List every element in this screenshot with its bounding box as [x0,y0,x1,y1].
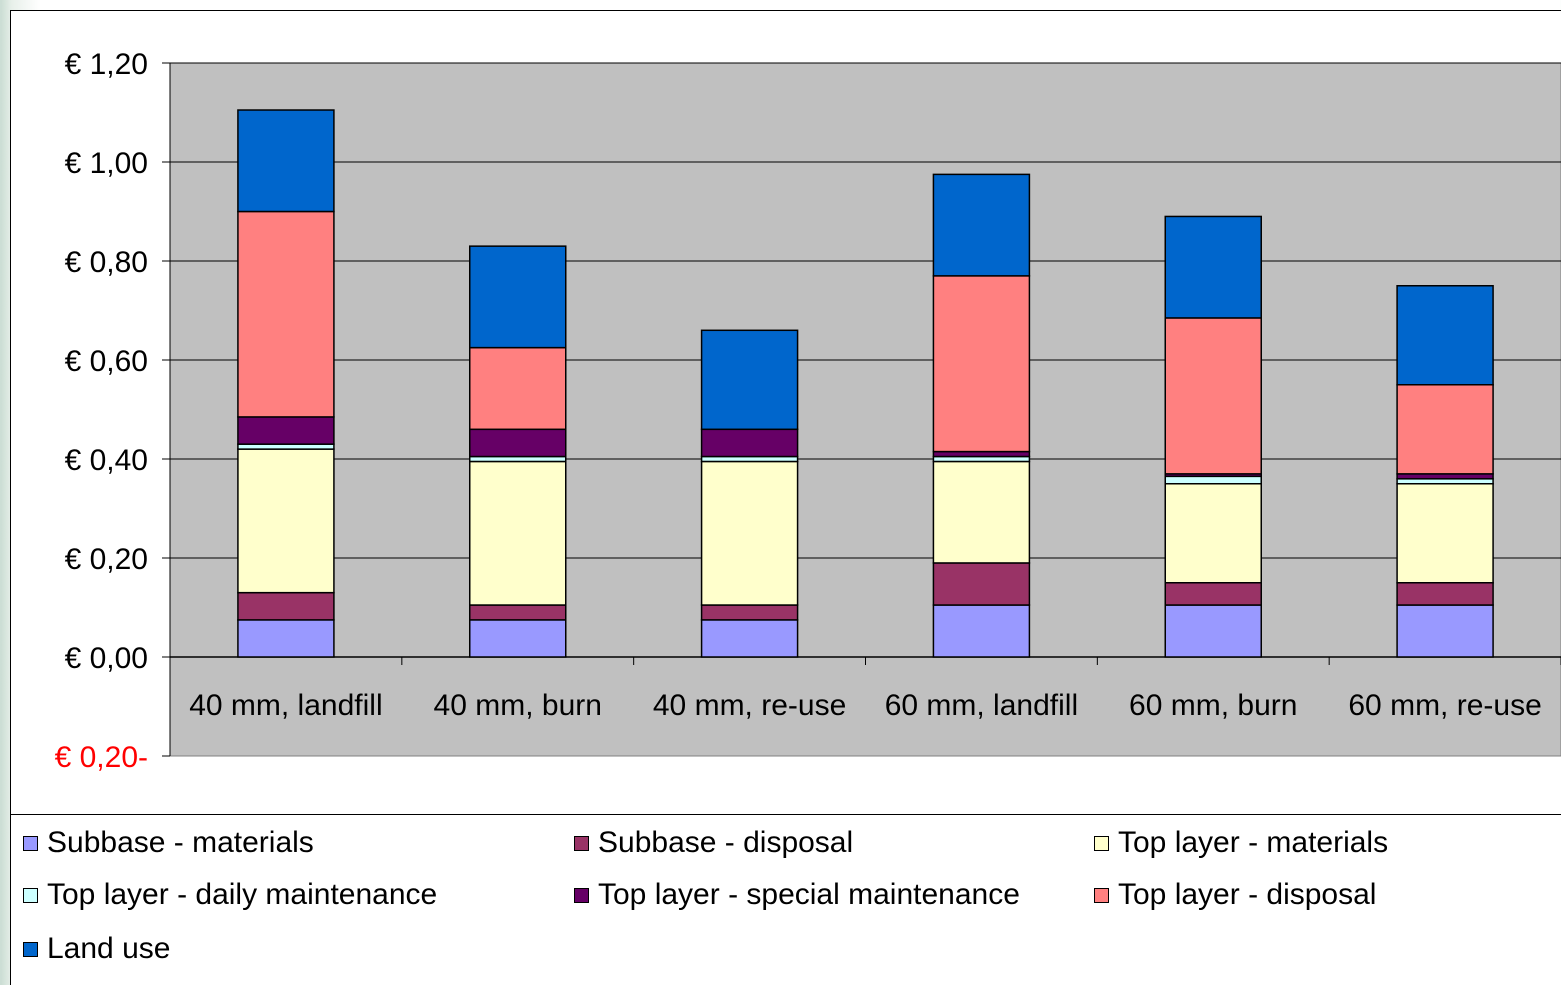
x-tick-label: 60 mm, burn [1129,689,1297,722]
bar-segment [1164,317,1262,475]
bar-segment [1396,483,1494,584]
legend-item-top-layer-disposal: Top layer - disposal [1094,878,1376,912]
bar-segment [237,210,335,418]
bar-segment [700,619,799,658]
bar-segment [237,109,335,213]
legend-item-top-layer-materials: Top layer - materials [1094,826,1388,860]
y-tick-label: € 0,60 [65,345,148,378]
bar-segment [1164,483,1262,584]
bar-segment [237,591,335,621]
bar-segment [237,416,335,445]
y-tick-label: € 0,80 [65,246,148,279]
bar-segment [1164,582,1262,606]
y-tick-label-negative: € 0,20- [55,741,148,774]
plot-area [169,62,1561,757]
bar-segment [469,245,567,349]
y-tick-label: € 0,20 [65,543,148,576]
bar-segment [932,604,1031,658]
legend-swatch [23,835,38,851]
legend-swatch [1094,835,1109,851]
bar-segment [932,275,1031,453]
y-tick-label: € 1,20 [65,48,148,81]
legend-label: Subbase - materials [47,826,314,859]
y-tick-label: € 1,00 [65,147,148,180]
bar-segment [469,346,567,431]
legend-item-top-layer-special-maintenance: Top layer - special maintenance [574,878,1020,912]
bar-segment [1396,285,1494,386]
legend-label: Subbase - disposal [598,826,854,859]
legend-label: Land use [47,932,171,965]
bar-segment [932,460,1031,564]
bar-segment [1164,215,1262,319]
bar-segment [1164,475,1262,485]
legend-swatch [23,887,38,903]
bar-segment [469,619,567,658]
x-tick-label: 40 mm, re-use [653,689,846,722]
legend-label: Top layer - special maintenance [598,878,1020,911]
legend-item-subbase-materials: Subbase - materials [23,826,314,860]
bar-segment [932,562,1031,606]
legend-swatch [574,887,589,903]
legend-item-top-layer-daily-maintenance: Top layer - daily maintenance [23,878,437,912]
bar-segment [237,619,335,658]
x-tick-label: 60 mm, re-use [1348,689,1541,722]
y-tick-label: € 0,40 [65,444,148,477]
chart-legend: Subbase - materials Subbase - disposal T… [10,814,1561,985]
bar-segment [469,428,567,458]
bar-segment [932,173,1031,277]
legend-label: Top layer - materials [1118,826,1389,859]
bar-segment [469,460,567,606]
x-tick-label: 60 mm, landfill [885,689,1078,722]
y-tick-label: € 0,00 [65,642,148,675]
legend-label: Top layer - daily maintenance [47,878,438,911]
x-tick-label: 40 mm, burn [434,689,602,722]
bar-segment [700,329,799,431]
bar-segment [237,448,335,594]
bar-segment [700,428,799,458]
bar-segment [700,460,799,606]
legend-swatch [23,941,38,957]
bar-segment [1164,604,1262,658]
legend-label: Top layer - disposal [1118,878,1377,911]
bar-segment [1396,604,1494,658]
stacked-bar-chart: € 1,20 € 1,00 € 0,80 € 0,60 € 0,40 € 0,20 € 0,… [55,48,1561,774]
legend-item-subbase-disposal: Subbase - disposal [574,826,853,860]
bar-segment [469,604,567,621]
legend-swatch [574,835,589,851]
x-tick-label: 40 mm, landfill [189,689,382,722]
bar-segment [700,604,799,621]
bar-segment [1396,582,1494,606]
bar-segment [1396,384,1494,475]
legend-item-land-use: Land use [23,932,170,966]
legend-swatch [1094,887,1109,903]
